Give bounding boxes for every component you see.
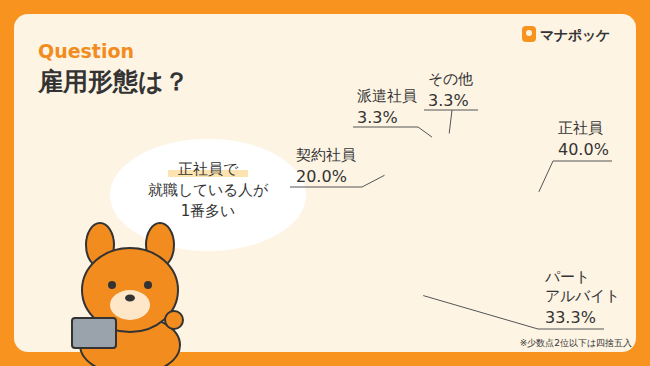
mascot-paw [165, 311, 183, 329]
value-label: 3.3% [428, 91, 469, 110]
category-label-line: その他 [428, 70, 473, 88]
frame [0, 0, 650, 366]
chart: Question 雇用形態は？ マナポッケ正社員で就職している人が 1番多い 正社員 40… [0, 0, 650, 366]
pie-slice [359, 218, 517, 318]
bubble-text-line: 就職している人が [148, 181, 269, 199]
leader-line [418, 127, 432, 137]
panel [14, 14, 636, 352]
bubble-text-line: 1番多い [181, 202, 236, 220]
value-label: 3.3% [357, 108, 398, 127]
bubble [110, 139, 306, 251]
value-label: 40.0% [558, 140, 609, 159]
category-label-line: パート [544, 268, 590, 286]
category-label: パートアルバイト [544, 268, 620, 305]
value-label: 20.0% [296, 167, 347, 186]
mascot-eye [108, 281, 116, 289]
category-label: 契約社員 [296, 146, 356, 164]
leader-line [449, 110, 452, 133]
category-label-line: 契約社員 [296, 146, 356, 164]
category-label: 派遣社員 [357, 87, 417, 105]
mascot-eye [144, 281, 152, 289]
title: 雇用形態は？ [37, 67, 189, 96]
mascot-laptop [72, 318, 116, 348]
bubble-text-line: 正社員で [178, 160, 239, 178]
pie [358, 118, 558, 318]
pie-slice [437, 118, 458, 218]
label-underline [538, 329, 604, 330]
mascot-nose [125, 295, 135, 302]
category-label-line: 派遣社員 [357, 87, 417, 105]
leader-line [362, 175, 385, 187]
label-underline [424, 110, 478, 111]
logo: マナポッケ [522, 26, 610, 43]
category-label: 正社員 [558, 119, 603, 137]
label-underline [553, 161, 612, 162]
label-underline [290, 187, 362, 188]
leader-line [423, 296, 538, 329]
footnote: ※少数点2位以下は四捨五入 [520, 338, 632, 348]
mascot-muzzle [110, 290, 150, 320]
category-label-line: アルバイト [545, 287, 620, 305]
category-label-line: 正社員 [558, 119, 603, 137]
subtitle: Question [38, 40, 134, 62]
logo-icon-dot [526, 30, 532, 36]
pie-slice [418, 120, 458, 218]
data-labels: 正社員 40.0% パートアルバイト 33.3% 契約社員 20.0% 派遣社員 3.3% その… [290, 70, 620, 329]
bubble-text: 正社員で就職している人が 1番多い [148, 160, 269, 220]
logo-icon [522, 26, 536, 42]
logo-text: マナポッケ [540, 27, 610, 43]
pie-slice [458, 118, 558, 299]
label-underline [353, 127, 418, 128]
mascot [72, 223, 183, 366]
value-label: 33.3% [545, 308, 596, 327]
category-label: その他 [428, 70, 473, 88]
leader-line [539, 161, 553, 192]
pie-slice [358, 126, 458, 228]
